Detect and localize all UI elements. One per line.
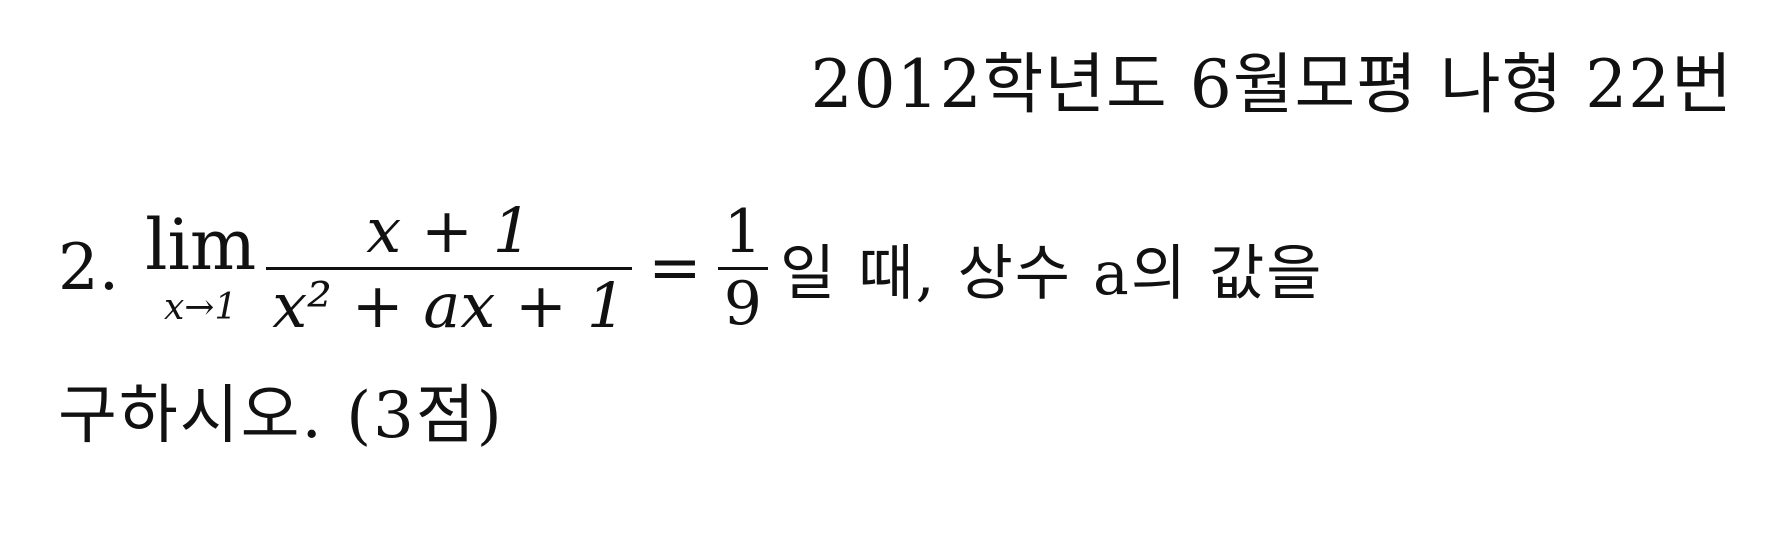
result-fraction-bar xyxy=(717,266,768,270)
lim-word: lim xyxy=(145,204,257,286)
fraction-denominator: x² + ax + 1 xyxy=(272,268,627,342)
limit-fraction: x + 1 x² + ax + 1 xyxy=(266,194,633,342)
source-label: 2012학년도 6월모평 나형 22번 xyxy=(810,46,1733,123)
problem-text-second-line: 구하시오. (3점) xyxy=(58,379,504,453)
problem-text-continuation: 일 때, 상수 a의 값을 xyxy=(779,238,1324,309)
fraction-bar xyxy=(266,266,633,270)
equals-sign: = xyxy=(648,231,702,305)
problem-number: 2. xyxy=(58,231,120,305)
result-fraction: 1 9 xyxy=(717,196,768,339)
problem-statement: 2. lim x→1 x + 1 x² + ax + 1 = 1 9 일 때, … xyxy=(58,178,1324,358)
fraction-numerator: x + 1 xyxy=(366,194,533,268)
result-denominator: 9 xyxy=(723,268,762,339)
lim-subscript: x→1 xyxy=(163,287,238,328)
limit-operator: lim x→1 xyxy=(145,210,256,326)
result-numerator: 1 xyxy=(723,196,762,267)
